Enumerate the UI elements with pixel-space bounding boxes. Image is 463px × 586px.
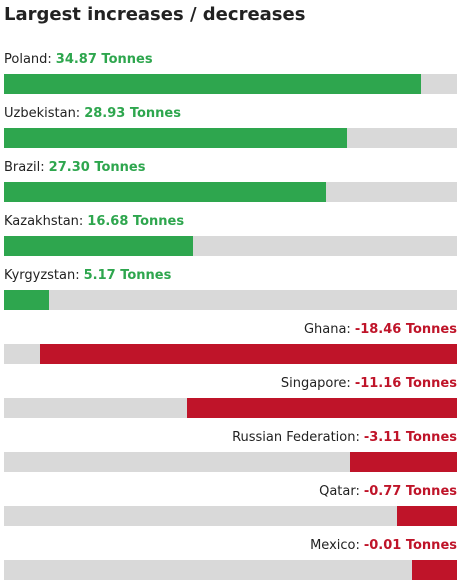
bar-label: Singapore: -11.16 Tonnes xyxy=(4,374,457,394)
category-label: Uzbekistan: xyxy=(4,106,81,121)
bar-track xyxy=(4,344,457,364)
bar-row: Uzbekistan: 28.93 Tonnes xyxy=(4,104,457,150)
bar-row: Ghana: -18.46 Tonnes xyxy=(4,320,457,366)
value-label: -0.01 Tonnes xyxy=(363,538,457,553)
value-label: -3.11 Tonnes xyxy=(363,430,457,445)
value-label: 16.68 Tonnes xyxy=(87,214,185,229)
category-label: Kyrgyzstan: xyxy=(4,268,80,283)
bar-label: Qatar: -0.77 Tonnes xyxy=(4,482,457,502)
bar-row: Russian Federation: -3.11 Tonnes xyxy=(4,428,457,474)
chart-title: Largest increases / decreases xyxy=(4,4,306,25)
bar-track xyxy=(4,398,457,418)
bar-track xyxy=(4,560,457,580)
bar-label: Kyrgyzstan: 5.17 Tonnes xyxy=(4,266,457,286)
bar xyxy=(40,344,457,364)
bar xyxy=(4,74,421,94)
value-label: 27.30 Tonnes xyxy=(48,160,146,175)
bar-row: Singapore: -11.16 Tonnes xyxy=(4,374,457,420)
bar-row: Brazil: 27.30 Tonnes xyxy=(4,158,457,204)
bar-label: Mexico: -0.01 Tonnes xyxy=(4,536,457,556)
bar xyxy=(4,182,327,202)
category-label: Poland: xyxy=(4,52,52,67)
category-label: Ghana: xyxy=(303,322,351,337)
category-label: Russian Federation: xyxy=(232,430,360,445)
bar-label: Russian Federation: -3.11 Tonnes xyxy=(4,428,457,448)
category-label: Brazil: xyxy=(4,160,45,175)
value-label: 5.17 Tonnes xyxy=(83,268,172,283)
bar-track xyxy=(4,506,457,526)
category-label: Qatar: xyxy=(319,484,360,499)
value-label: -0.77 Tonnes xyxy=(363,484,457,499)
bar-track xyxy=(4,182,457,202)
bar-label: Poland: 34.87 Tonnes xyxy=(4,50,457,70)
bar-track xyxy=(4,290,457,310)
bar-label: Brazil: 27.30 Tonnes xyxy=(4,158,457,178)
bar-label: Uzbekistan: 28.93 Tonnes xyxy=(4,104,457,124)
category-label: Mexico: xyxy=(310,538,360,553)
bar xyxy=(4,128,347,148)
category-label: Singapore: xyxy=(280,376,351,391)
bar-row: Qatar: -0.77 Tonnes xyxy=(4,482,457,528)
bar-track xyxy=(4,236,457,256)
bar-track xyxy=(4,74,457,94)
bar xyxy=(396,506,457,526)
bar-row: Poland: 34.87 Tonnes xyxy=(4,50,457,96)
bar-label: Kazakhstan: 16.68 Tonnes xyxy=(4,212,457,232)
bar xyxy=(4,290,49,310)
value-label: 34.87 Tonnes xyxy=(55,52,153,67)
bar-track xyxy=(4,452,457,472)
bar-track xyxy=(4,128,457,148)
bar-row: Mexico: -0.01 Tonnes xyxy=(4,536,457,582)
category-label: Kazakhstan: xyxy=(4,214,84,229)
bar xyxy=(187,398,457,418)
value-label: 28.93 Tonnes xyxy=(84,106,181,121)
bar-label: Ghana: -18.46 Tonnes xyxy=(4,320,457,340)
value-label: -11.16 Tonnes xyxy=(354,376,457,391)
bar-row: Kyrgyzstan: 5.17 Tonnes xyxy=(4,266,457,312)
bar xyxy=(4,236,194,256)
bar xyxy=(412,560,457,580)
bar xyxy=(349,452,457,472)
value-label: -18.46 Tonnes xyxy=(354,322,457,337)
bar-row: Kazakhstan: 16.68 Tonnes xyxy=(4,212,457,258)
